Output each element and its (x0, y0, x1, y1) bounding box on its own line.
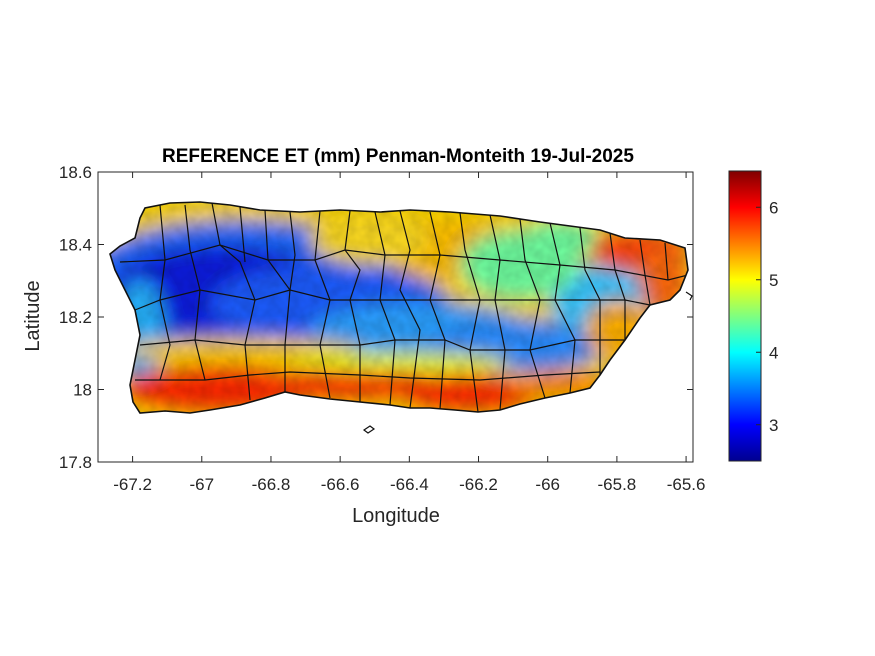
y-tick-label: 17.8 (59, 453, 92, 472)
x-tick-label: -66.6 (321, 475, 360, 494)
x-tick-label: -66.8 (252, 475, 291, 494)
x-tick-label: -66 (535, 475, 560, 494)
y-tick-label: 18.6 (59, 163, 92, 182)
x-tick-label: -66.4 (390, 475, 429, 494)
map-title: REFERENCE ET (mm) Penman-Monteith 19-Jul… (162, 146, 634, 167)
colorbar-gradient (728, 170, 762, 462)
x-tick-label: -65.6 (667, 475, 706, 494)
y-axis-label: Latitude (22, 280, 44, 351)
vieques-tip (685, 291, 693, 301)
y-tick-label: 18 (73, 381, 92, 400)
x-axis-label: Longitude (352, 505, 440, 527)
x-tick-label: -66.2 (459, 475, 498, 494)
colorbar-ticks: 3 4 5 6 (756, 198, 778, 435)
caja-de-muertos-island (362, 425, 376, 434)
x-tick-label: -67.2 (113, 475, 152, 494)
y-tick-label: 18.2 (59, 308, 92, 327)
colorbar-tick-label: 3 (769, 416, 778, 435)
y-axis: 18.6 18.4 18.2 18 17.8 (59, 163, 693, 472)
colorbar: 3 4 5 6 (728, 170, 778, 462)
x-axis: -67.2 -67 -66.8 -66.6 -66.4 -66.2 -66 -65.8 -65.… (113, 172, 705, 494)
colorbar-tick-label: 4 (769, 343, 778, 362)
colorbar-tick-label: 5 (769, 271, 778, 290)
x-tick-label: -67 (189, 475, 214, 494)
colorbar-tick-label: 6 (769, 198, 778, 217)
municipality-boundaries (119, 202, 688, 413)
x-tick-label: -65.8 (598, 475, 637, 494)
y-tick-label: 18.4 (59, 236, 92, 255)
